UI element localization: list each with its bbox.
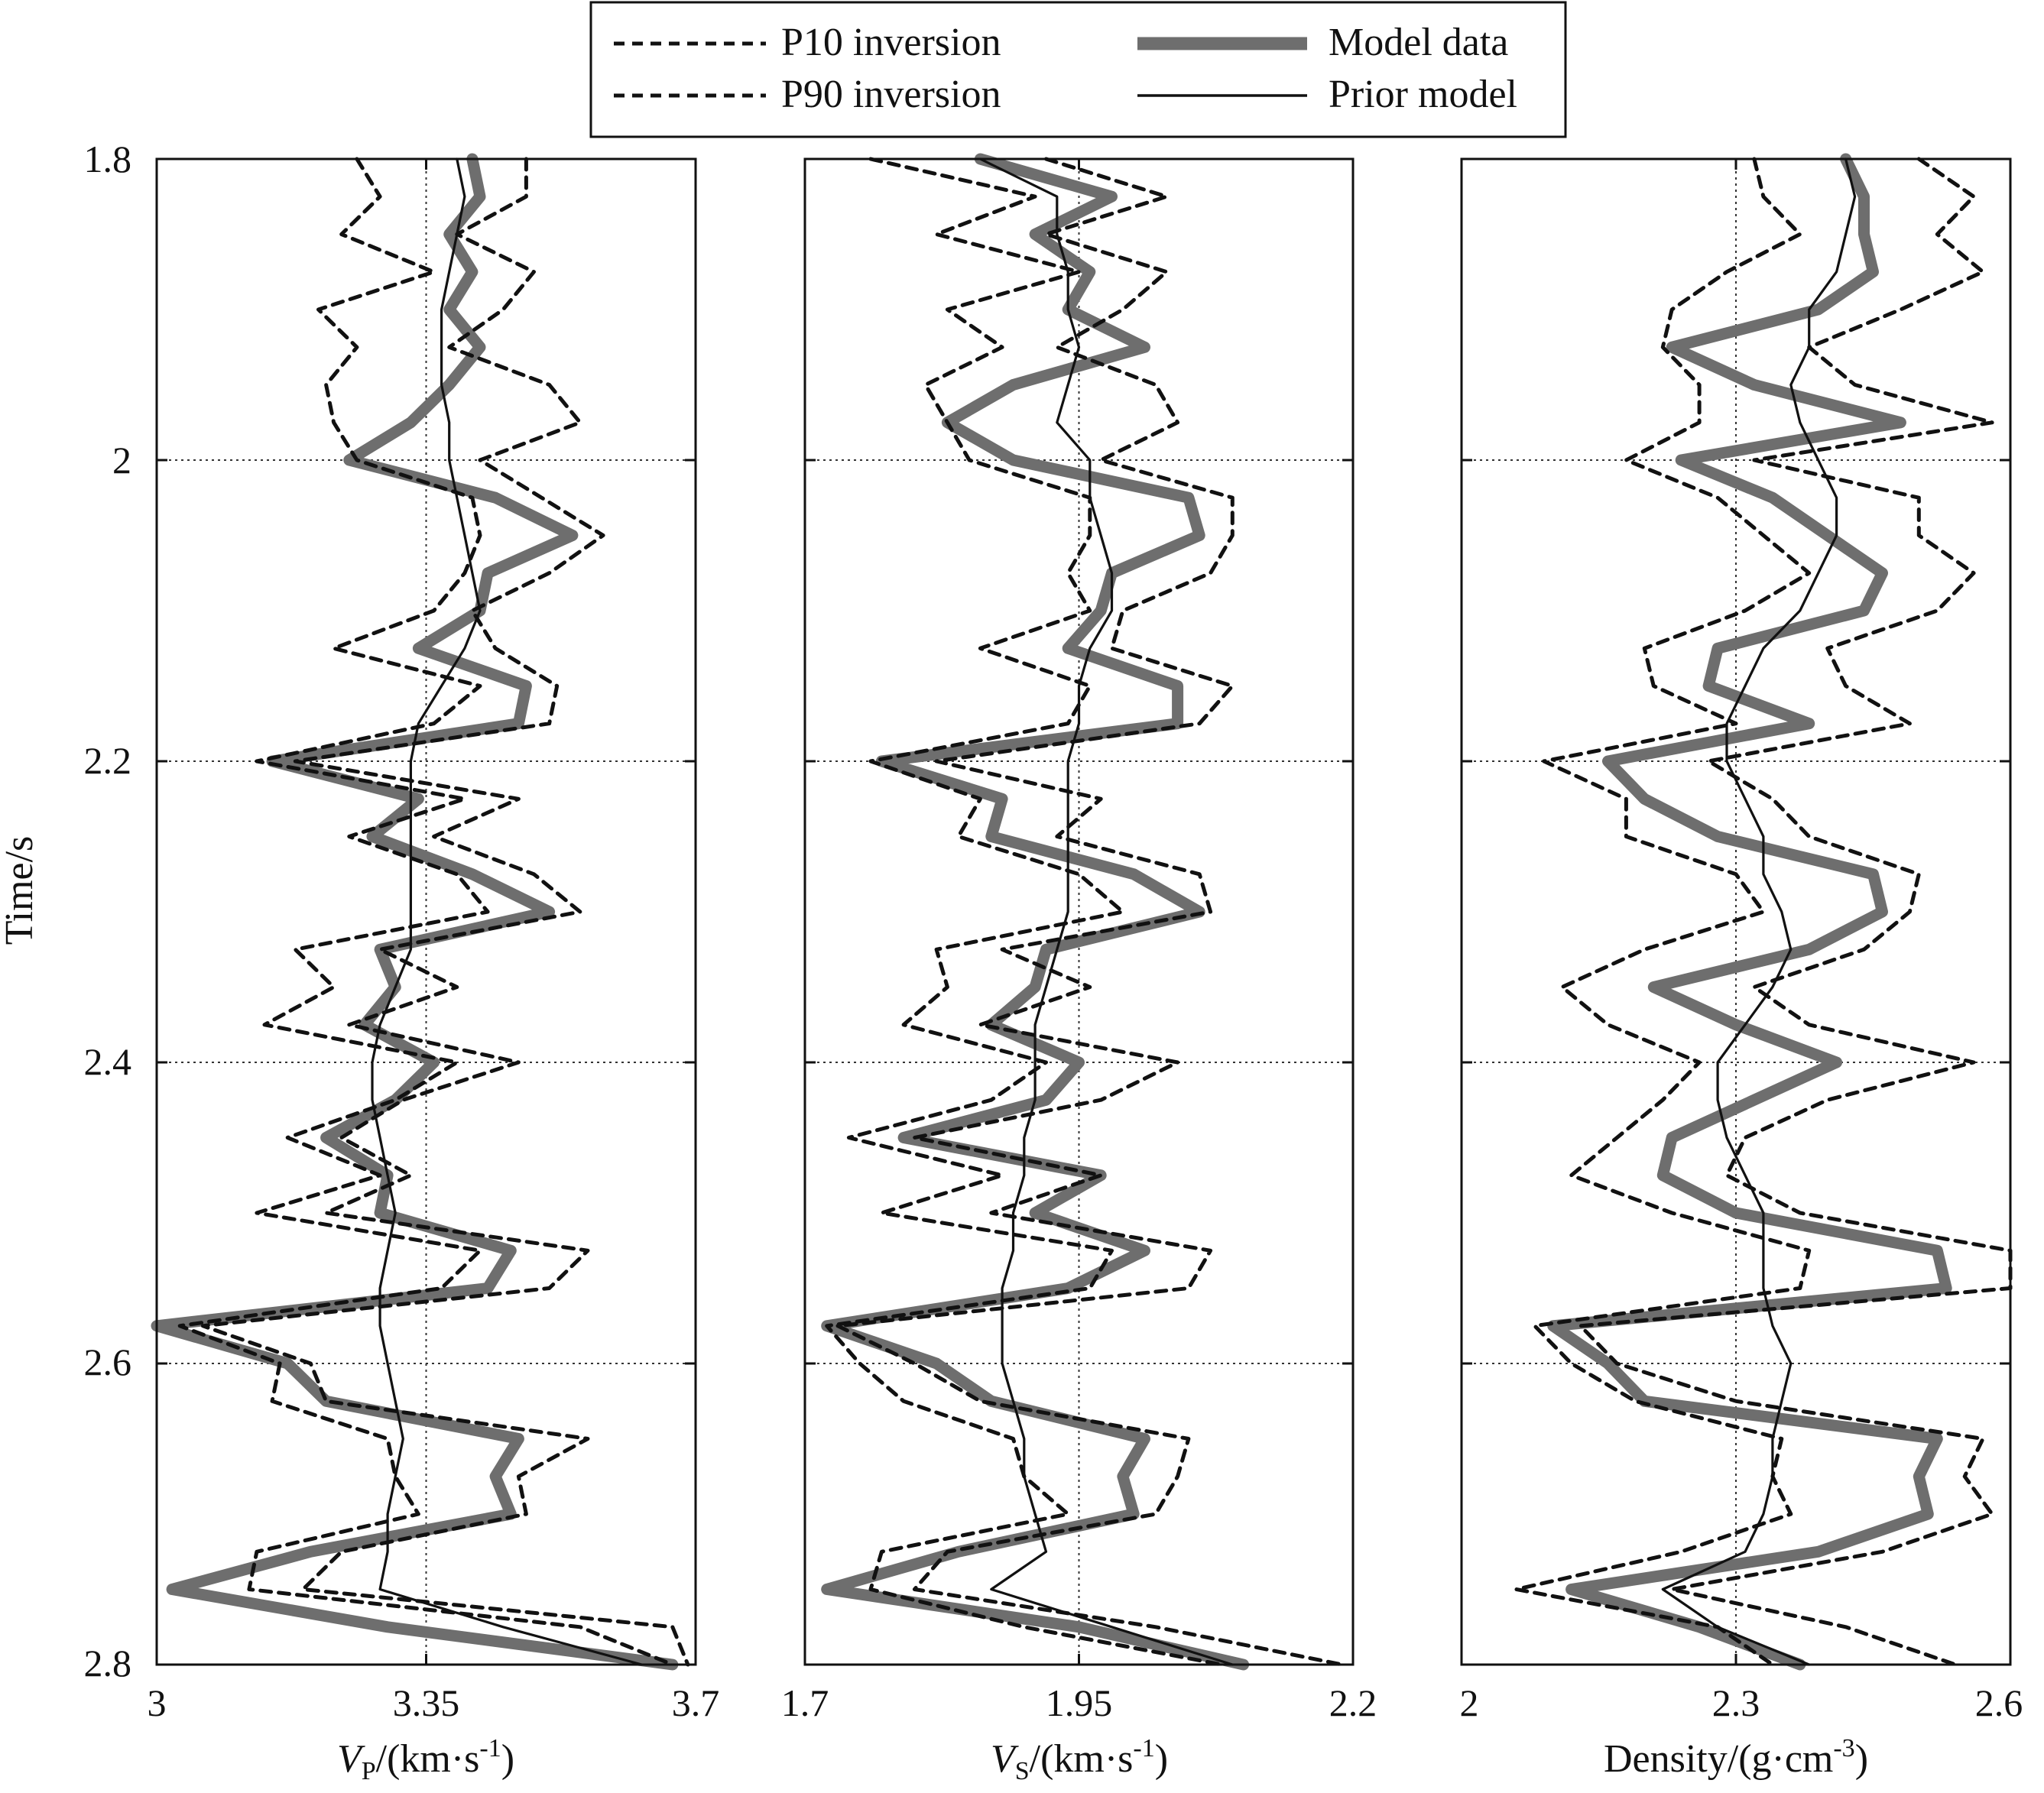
legend-p90-label: P90 inversion [781, 73, 1001, 116]
y-tick-label: 1.8 [84, 138, 132, 180]
vs-axis-label: VS/(km·s-1) [991, 1734, 1168, 1785]
x-tick-label: 2.3 [1712, 1681, 1760, 1724]
y-tick-label: 2.8 [84, 1642, 132, 1684]
prior-model-line [1661, 157, 1857, 1666]
y-tick-label: 2.6 [84, 1341, 132, 1383]
x-tick-label: 3.35 [393, 1681, 460, 1724]
y-tick-label: 2 [112, 439, 131, 481]
legend-model-label: Model data [1329, 21, 1508, 64]
legend: P10 inversion P90 inversion Model data P… [589, 1, 1567, 138]
legend-p10-label: P10 inversion [781, 21, 1001, 64]
model-data-line [1547, 153, 1952, 1671]
x-tick-label: 3.7 [672, 1681, 720, 1724]
p90-inversion-line [835, 157, 1345, 1667]
density-panel: 2 2.3 2.6 Density/(g·cm-3) [1460, 153, 2023, 1781]
x-tick-label: 2.6 [1975, 1681, 2023, 1724]
p90-inversion-line [200, 157, 690, 1667]
legend-prior-label: Prior model [1329, 73, 1517, 116]
p10-inversion-line [177, 157, 675, 1667]
density-axis-label: Density/(g·cm-3) [1604, 1734, 1868, 1781]
p10-inversion-line [825, 157, 1224, 1667]
vp-axis-label: VP/(km·s-1) [337, 1734, 514, 1785]
p10-inversion-line [1514, 157, 1812, 1667]
x-tick-label: 2.2 [1329, 1681, 1377, 1724]
x-tick-label: 3 [148, 1681, 167, 1724]
x-tick-label: 1.7 [781, 1681, 829, 1724]
x-tick-label: 2 [1460, 1681, 1479, 1724]
y-tick-label: 2.2 [84, 739, 132, 782]
prior-model-line [371, 157, 644, 1666]
model-data-line [151, 153, 679, 1671]
p90-inversion-line [1578, 157, 2013, 1667]
x-tick-label: 1.95 [1046, 1681, 1113, 1724]
vs-panel: 1.7 1.95 2.2 VS/(km·s-1) [781, 153, 1377, 1785]
legend-box [589, 1, 1567, 138]
vp-panel: 3 3.35 3.7 VP/(km·s-1) [148, 153, 720, 1785]
y-axis-label: Time/s [0, 836, 41, 945]
model-data-line [821, 153, 1250, 1671]
prior-model-line [978, 157, 1234, 1666]
y-tick-label: 2.4 [84, 1040, 132, 1083]
